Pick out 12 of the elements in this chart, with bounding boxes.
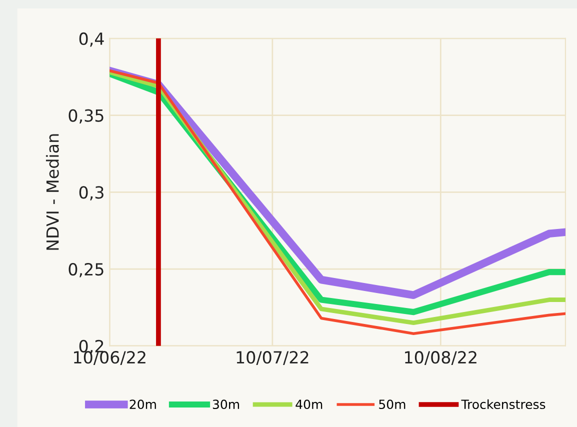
- x-tick-label: 10/08/22: [405, 351, 476, 365]
- y-tick-label: 0,3: [79, 186, 104, 200]
- x-tick-label: 10/07/22: [236, 351, 308, 365]
- legend-label: 30m: [212, 400, 240, 410]
- legend-label: 40m: [296, 400, 322, 410]
- legend-label: 20m: [130, 400, 156, 410]
- y-tick-label: 0,4: [79, 32, 104, 47]
- legend-label: 50m: [379, 400, 406, 410]
- y-axis-title: NDVI - Median: [46, 134, 59, 250]
- y-tick-label: 0,25: [68, 262, 104, 278]
- y-tick-label: 0,35: [68, 109, 104, 124]
- legend-label: Trockenstress: [461, 399, 546, 410]
